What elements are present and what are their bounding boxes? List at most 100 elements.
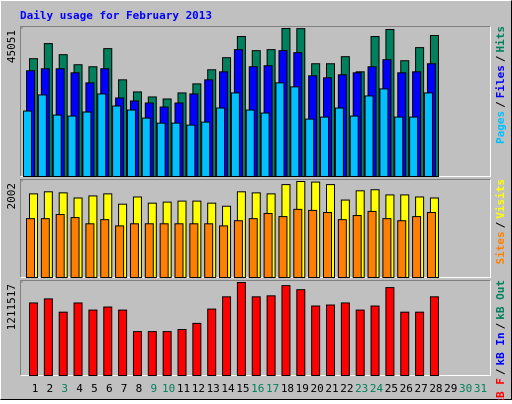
bar	[311, 305, 321, 376]
bar	[82, 111, 92, 177]
bar	[364, 95, 374, 177]
bar	[323, 211, 332, 278]
legend-entry: kB In	[494, 332, 507, 365]
bar	[129, 223, 139, 278]
bar	[29, 302, 38, 376]
bar	[352, 215, 362, 279]
x-tick-label: 29	[444, 382, 457, 395]
bar	[207, 308, 217, 376]
x-tick-label: 19	[296, 382, 309, 395]
x-tick-label: 5	[91, 382, 98, 395]
bar	[115, 225, 125, 278]
bar	[251, 296, 261, 376]
bar	[73, 302, 83, 376]
legend-entry: Pages	[494, 111, 507, 144]
bar	[355, 309, 365, 376]
legend-separator: /	[494, 55, 507, 62]
bar	[132, 331, 142, 376]
bar	[308, 209, 318, 278]
bar	[382, 218, 392, 279]
bar	[103, 306, 113, 376]
y-tick-label: 45051	[5, 30, 18, 63]
y-tick-label: 1211517	[5, 284, 18, 330]
bar	[305, 118, 315, 177]
bar	[326, 304, 335, 376]
legend-separator: /	[494, 322, 507, 329]
legend-entry: Visits	[494, 179, 507, 219]
legend-separator: /	[494, 368, 507, 375]
bar	[100, 219, 110, 278]
x-tick-label: 2	[47, 382, 54, 395]
x-tick-label: 1	[32, 382, 39, 395]
bar	[320, 116, 329, 177]
panel-edge-dark	[20, 179, 491, 278]
bar	[97, 93, 107, 177]
bar	[266, 295, 276, 376]
legend-entry: kB Out	[494, 280, 507, 320]
x-tick-label: 28	[429, 382, 442, 395]
bar	[415, 311, 425, 377]
x-tick-label: 17	[266, 382, 279, 395]
bar	[192, 322, 202, 377]
bar	[275, 82, 285, 177]
bar	[144, 223, 154, 278]
x-tick-label: 21	[325, 382, 338, 395]
x-tick-label: 23	[355, 382, 368, 395]
bar	[219, 225, 229, 278]
bar	[385, 287, 395, 376]
bar	[423, 92, 433, 177]
x-tick-label: 20	[311, 382, 324, 395]
bar	[52, 114, 62, 177]
bar	[367, 210, 377, 278]
bar	[397, 220, 407, 279]
legend-entry: Hits	[494, 26, 507, 53]
bar	[177, 329, 187, 376]
x-tick-label: 27	[414, 382, 427, 395]
bar	[156, 122, 166, 177]
bar	[159, 223, 169, 278]
bar	[370, 305, 380, 376]
bar	[70, 217, 80, 279]
x-tick-label: 31	[474, 382, 487, 395]
bar	[55, 214, 65, 278]
bar	[58, 311, 68, 377]
x-tick-label: 24	[370, 382, 384, 395]
x-tick-label: 6	[106, 382, 113, 395]
bar	[23, 110, 32, 177]
x-tick-label: 4	[76, 382, 83, 395]
x-tick-label: 15	[236, 382, 249, 395]
bar	[162, 331, 172, 376]
bar	[296, 289, 306, 377]
x-tick-label: 25	[385, 382, 398, 395]
legend: Pages / Files / Hits	[494, 26, 507, 144]
bar	[281, 285, 291, 377]
bar	[400, 311, 410, 377]
x-tick-label: 30	[459, 382, 472, 395]
x-tick-label: 11	[177, 382, 190, 395]
bar	[26, 218, 35, 279]
x-tick-label: 10	[162, 382, 175, 395]
bar	[412, 216, 422, 279]
panel-edge-light	[20, 280, 491, 376]
bar	[43, 298, 53, 376]
bar	[141, 117, 151, 177]
x-tick-label: 26	[400, 382, 413, 395]
legend-entry: kB F	[494, 378, 507, 400]
bar	[201, 121, 211, 177]
bar	[429, 296, 439, 376]
x-tick-label: 8	[136, 382, 143, 395]
bar	[293, 208, 303, 278]
bar	[222, 296, 232, 376]
bar	[426, 211, 436, 278]
bar	[126, 109, 136, 177]
bar	[67, 115, 77, 177]
y-tick-label: 2002	[5, 183, 18, 210]
bar	[334, 107, 344, 177]
bar	[118, 309, 128, 376]
bar	[112, 105, 122, 177]
bar	[85, 223, 95, 278]
bar	[186, 124, 196, 177]
panel-edge-dark	[20, 280, 491, 376]
bar	[189, 223, 199, 278]
x-tick-label: 7	[121, 382, 128, 395]
